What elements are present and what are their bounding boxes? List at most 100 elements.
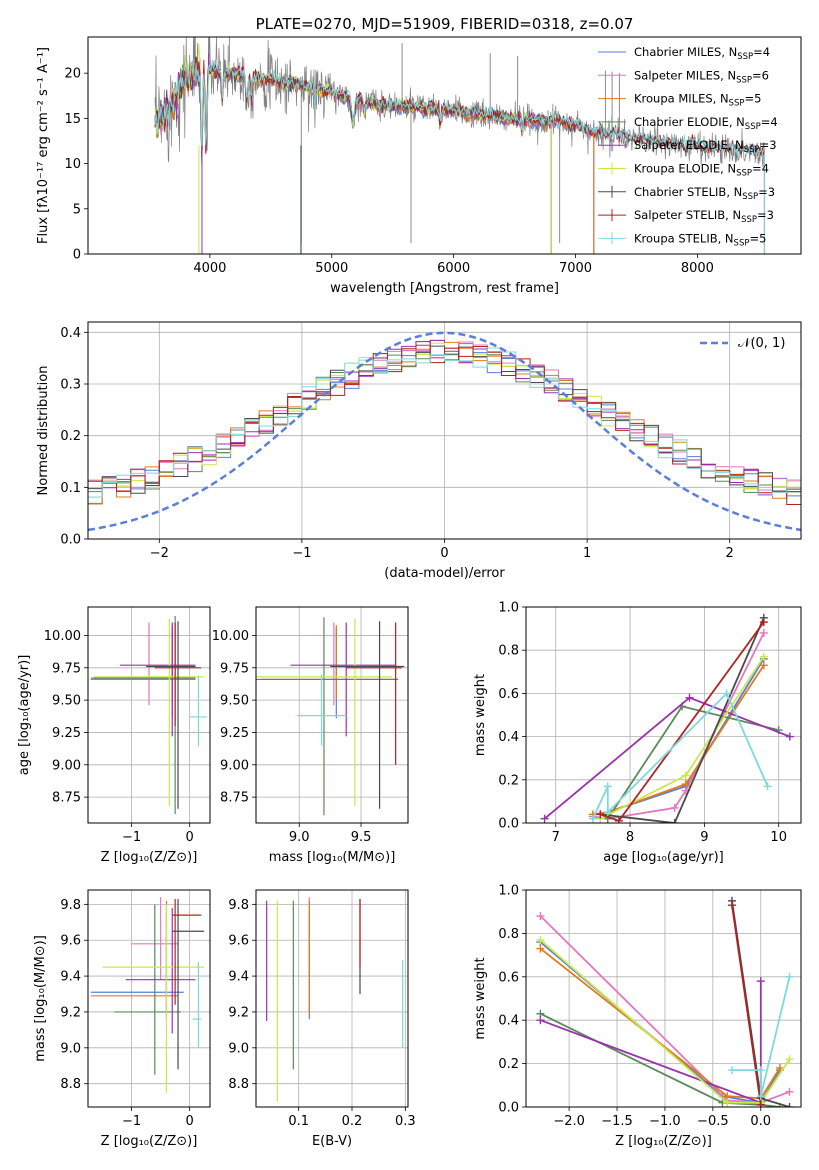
x-tick-label: 9.5 [351, 830, 372, 845]
y-tick-label: 9.4 [60, 970, 81, 985]
y-tick-label: 1.0 [498, 884, 519, 899]
y-axis-label: mass [log₁₀(M/M⊙)] [33, 935, 48, 1062]
axes-frame [87, 889, 211, 1108]
y-tick-label: 0.0 [498, 817, 519, 832]
axes-frame [87, 36, 802, 255]
y-tick-label: 9.25 [220, 726, 249, 741]
x-tick-label: 0.1 [288, 1114, 309, 1129]
x-tick-label: 9 [700, 830, 708, 845]
x-tick-label: 0.0 [750, 1114, 771, 1129]
y-tick-label: 10.00 [44, 629, 81, 644]
y-tick-label: 0.8 [498, 644, 519, 659]
y-tick-label: 9.2 [60, 1005, 81, 1020]
x-tick-label: 0.3 [395, 1114, 416, 1129]
x-tick-label: 10 [770, 830, 787, 845]
y-tick-label: 0.4 [498, 730, 519, 745]
x-axis-label: (data-model)/error [384, 566, 505, 581]
plot-area [266, 897, 404, 1102]
y-tick-label: 0.3 [60, 378, 81, 393]
legend-label-text: Salpeter STELIB, N [634, 208, 741, 222]
legend-label-text: Salpeter ELODIE, N [634, 138, 744, 152]
legend-label-text: Chabrier STELIB, N [634, 185, 742, 199]
x-tick-label: −2 [150, 546, 169, 561]
axes-frame [525, 606, 802, 824]
y-tick-label: 15 [64, 112, 81, 127]
x-tick-label: 4000 [193, 261, 226, 276]
gaussian-curve [88, 331, 801, 532]
x-tick-label: −0.5 [697, 1114, 729, 1129]
legend-label-4: Salpeter ELODIE, NSSP=3 [634, 138, 777, 155]
x-axis-label: mass [log₁₀(M/M⊙)] [269, 850, 396, 865]
y-tick-label: 0.2 [60, 429, 81, 444]
legend-label-tail: =3 [757, 208, 774, 222]
x-tick-label: 0.2 [342, 1114, 363, 1129]
y-tick-label: 9.00 [52, 758, 81, 773]
legend-label-text: Kroupa STELIB, N [634, 231, 734, 245]
spectrum-panel: 4000 5000 6000 7000 8000 0 5 10 15 20 wavelength [… [36, 15, 802, 296]
weight-vs-metallicity-panel: −2.0 −1.5 −1.0 −0.5 0.0 0.0 0.2 0.4 0.6 0.8 1.0 Z [… [473, 884, 802, 1149]
legend-label-tail: =4 [753, 45, 770, 59]
y-tick-label: 10 [64, 157, 81, 172]
legend-label-1: Salpeter MILES, NSSP=6 [634, 68, 769, 85]
y-tick-label: 8.75 [52, 791, 81, 806]
x-tick-label: −1 [122, 1114, 141, 1129]
plot-area [90, 616, 208, 814]
y-tick-label: 0.6 [498, 970, 519, 985]
x-tick-label: 9.0 [289, 830, 310, 845]
y-tick-label: 8.75 [220, 791, 249, 806]
y-tick-label: 8.8 [60, 1077, 81, 1092]
legend-label-text: Kroupa ELODIE, N [634, 162, 736, 176]
x-tick-label: −1.5 [601, 1114, 633, 1129]
y-tick-label: 9.0 [228, 1041, 249, 1056]
legend-label-text: Chabrier MILES, N [634, 45, 737, 59]
x-axis-label: Z [log₁₀(Z/Z⊙)] [615, 1134, 712, 1149]
y-tick-label: 9.00 [220, 758, 249, 773]
y-tick-label: 0.4 [498, 1014, 519, 1029]
weight-line-4 [544, 696, 791, 820]
x-axis-label: Z [log₁₀(Z/Z⊙)] [101, 1134, 198, 1149]
legend-label-sub: SSP [741, 215, 757, 225]
plot-area [154, 37, 765, 254]
y-tick-label: 9.8 [60, 898, 81, 913]
y-tick-label: 1.0 [498, 601, 519, 616]
y-tick-label: 20 [64, 67, 81, 82]
x-tick-label: 6000 [437, 261, 470, 276]
weight-line-6 [600, 617, 765, 823]
legend-label-8: Kroupa STELIB, NSSP=5 [634, 231, 766, 248]
legend-label-sub: SSP [745, 122, 761, 132]
y-tick-label: 9.8 [228, 898, 249, 913]
axes-frame [525, 889, 802, 1108]
axes-frame [255, 889, 409, 1108]
residual-histogram-8 [88, 347, 801, 498]
legend-label-text: Salpeter MILES, N [634, 68, 736, 82]
chart-title: PLATE=0270, MJD=51909, FIBERID=0318, z=0… [256, 15, 634, 33]
y-axis-label: age [log₁₀(age/yr)] [17, 655, 32, 776]
plot-area [536, 896, 794, 1107]
legend-label-sub: SSP [736, 169, 752, 179]
plot-area [540, 613, 794, 823]
plot-area [90, 897, 205, 1093]
weight-line-7 [731, 905, 762, 1105]
mass-vs-metallicity-panel: −1 0 8.8 9.0 9.2 9.4 9.6 9.8 Z [log₁₀(Z/Z⊙)] mass… [33, 889, 211, 1149]
y-tick-label: 0.2 [498, 1057, 519, 1072]
mass-vs-ebv-panel: 0.1 0.2 0.3 8.8 9.0 9.2 9.4 9.6 9.8 E(B-V) [228, 889, 416, 1149]
y-tick-label: 9.0 [60, 1041, 81, 1056]
y-tick-label: 0.0 [60, 533, 81, 548]
legend-label-sub: SSP [737, 52, 753, 62]
legend-label-sub: SSP [742, 192, 758, 202]
weight-line-5 [539, 939, 791, 1104]
legend-label-2: Kroupa MILES, NSSP=5 [634, 92, 761, 109]
legend-label-0: Chabrier MILES, NSSP=4 [634, 45, 770, 62]
weight-line-8 [732, 976, 791, 1097]
y-tick-label: 0.8 [498, 927, 519, 942]
weight-line-0 [539, 941, 781, 1104]
legend-label-tail: =4 [752, 162, 769, 176]
y-tick-label: 9.50 [220, 694, 249, 709]
y-tick-label: 0.2 [498, 773, 519, 788]
y-tick-label: 9.4 [228, 970, 249, 985]
x-tick-label: −1.0 [649, 1114, 681, 1129]
legend-label-sub: SSP [734, 238, 750, 248]
y-tick-label: 9.6 [60, 934, 81, 949]
weight-line-1 [592, 632, 765, 820]
plot-area [88, 331, 801, 532]
